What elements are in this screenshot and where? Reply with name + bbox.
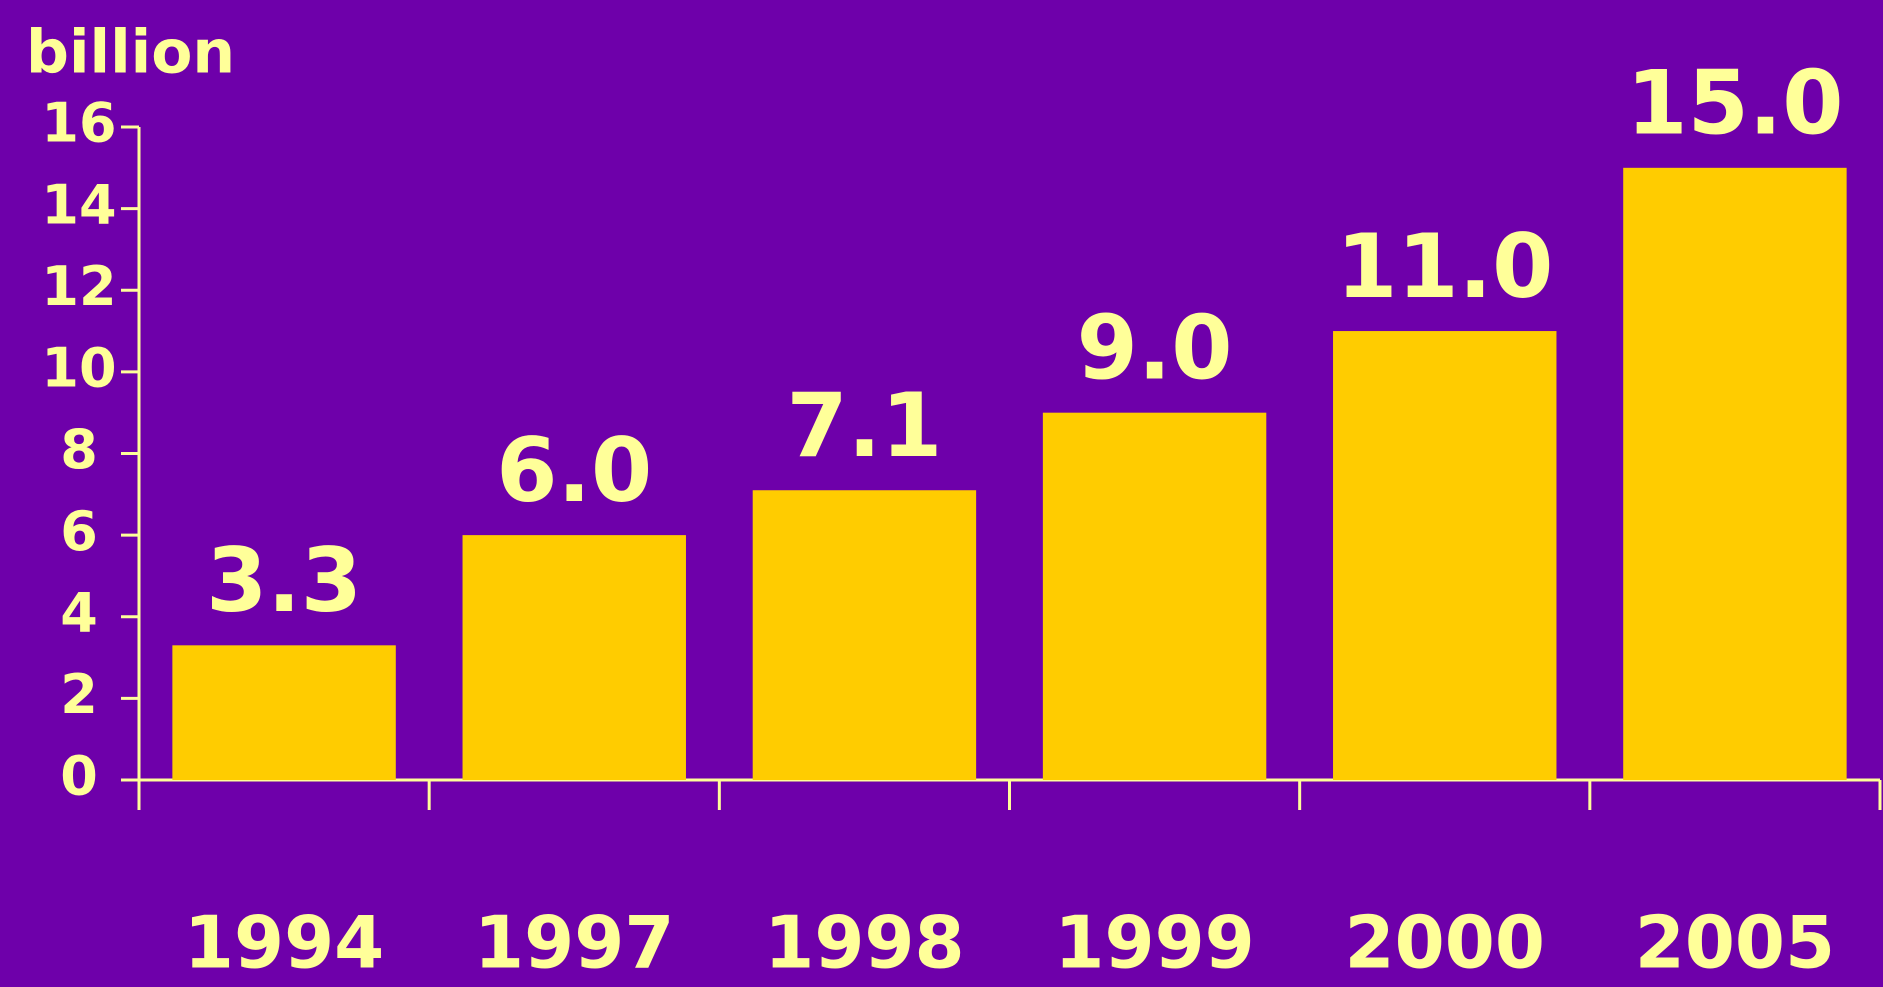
- value-label: 9.0: [1077, 297, 1233, 400]
- y-tick-label: 16: [41, 92, 116, 155]
- x-tick-label: 1999: [1054, 901, 1254, 985]
- bar: [172, 645, 396, 780]
- y-tick-label: 4: [60, 581, 98, 644]
- y-tick-label: 2: [60, 663, 98, 726]
- x-tick-label: 1998: [764, 901, 964, 985]
- y-tick-label: 0: [60, 745, 98, 808]
- bar: [1333, 331, 1557, 780]
- x-tick-label: 2000: [1345, 901, 1545, 985]
- bar: [1623, 167, 1847, 780]
- y-tick-label: 10: [41, 337, 116, 400]
- value-label: 7.1: [786, 374, 942, 477]
- bar: [1042, 412, 1267, 780]
- x-tick-label: 1994: [184, 901, 384, 985]
- x-tick-label: 1997: [474, 901, 674, 985]
- value-label: 6.0: [496, 419, 652, 522]
- bar: [752, 490, 977, 780]
- y-tick-label: 6: [60, 500, 98, 563]
- y-tick-label: 12: [41, 255, 116, 318]
- y-tick-label: 14: [41, 173, 116, 236]
- y-axis-label: billion: [26, 18, 235, 88]
- y-tick-label: 8: [60, 418, 98, 481]
- value-label: 15.0: [1626, 52, 1843, 155]
- value-label: 11.0: [1336, 215, 1553, 318]
- value-label: 3.3: [206, 529, 362, 632]
- x-tick-label: 2005: [1635, 901, 1835, 985]
- bar: [462, 535, 686, 780]
